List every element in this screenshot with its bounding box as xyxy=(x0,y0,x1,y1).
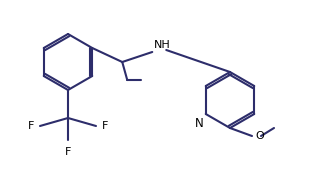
Text: NH: NH xyxy=(154,40,171,50)
Text: O: O xyxy=(255,131,264,141)
Text: F: F xyxy=(27,121,34,131)
Text: N: N xyxy=(195,117,204,130)
Text: F: F xyxy=(102,121,108,131)
Text: F: F xyxy=(65,147,71,157)
